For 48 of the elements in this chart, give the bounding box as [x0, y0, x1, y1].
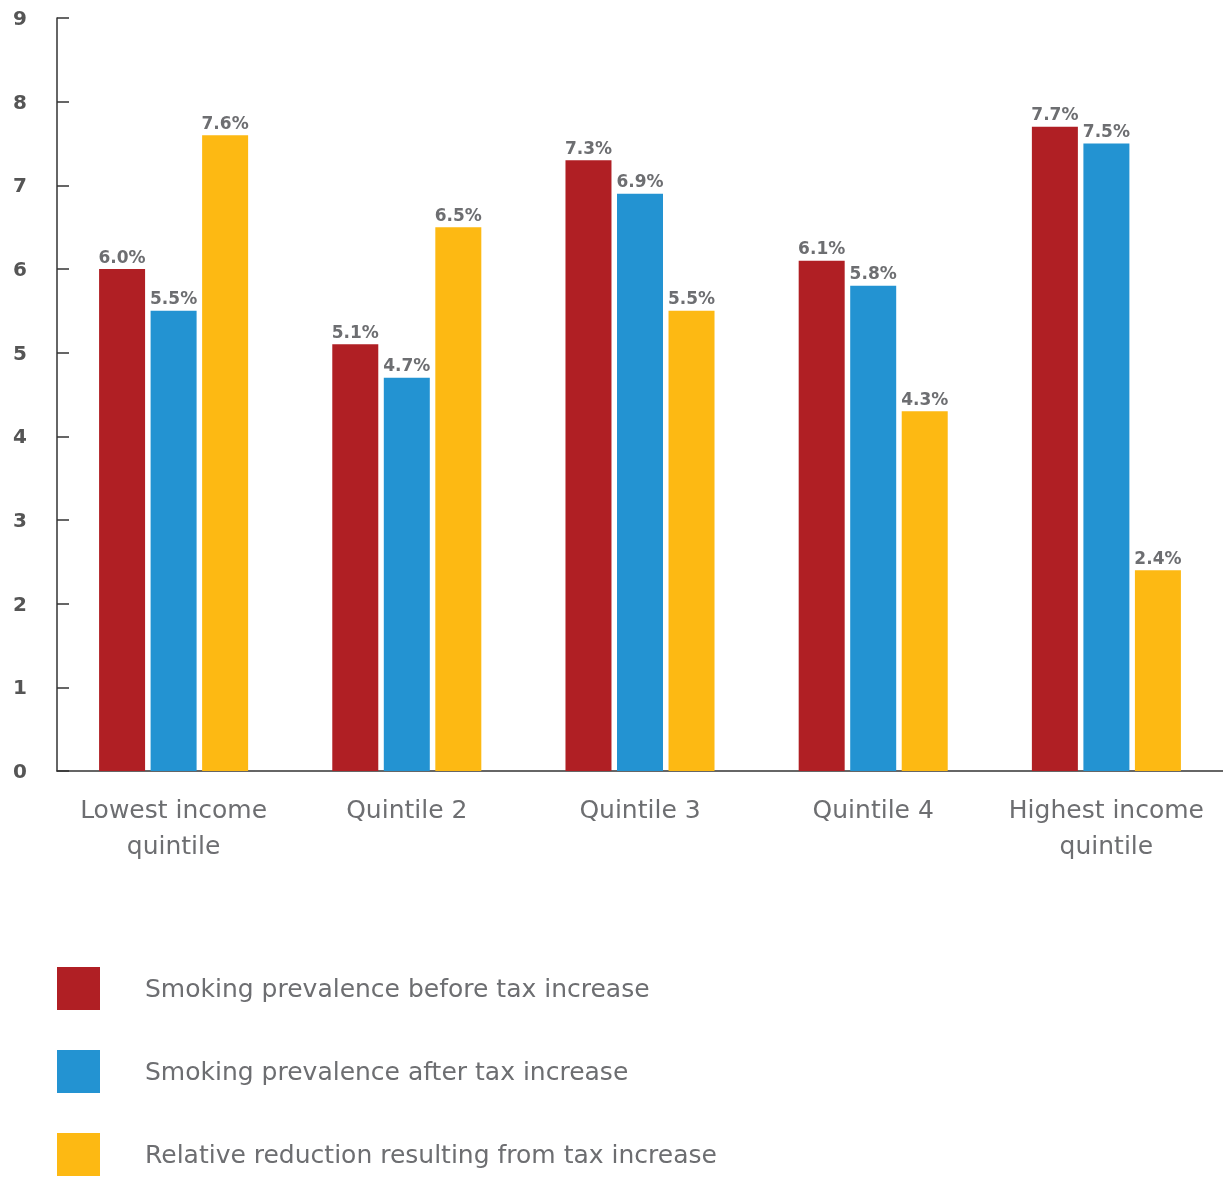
- data-label: 6.5%: [434, 204, 482, 225]
- x-tick-label: Highest income quintile: [1008, 794, 1204, 860]
- bar: [150, 310, 197, 771]
- legend-label: Smoking prevalence before tax increase: [145, 974, 650, 1003]
- y-tick-label: 2: [13, 591, 27, 616]
- legend-label: Relative reduction resulting from tax increase: [145, 1140, 717, 1169]
- legend-label: Smoking prevalence after tax increase: [145, 1057, 629, 1086]
- data-label: 2.4%: [1134, 547, 1182, 568]
- y-tick-label: 6: [13, 257, 27, 281]
- y-tick-label: 0: [13, 759, 27, 783]
- x-tick-label: Quintile 4: [812, 794, 934, 824]
- y-tick-label: 7: [13, 173, 27, 198]
- x-tick-label: Quintile 3: [579, 794, 701, 824]
- bar: [798, 260, 845, 771]
- bar: [617, 193, 663, 771]
- data-label: 5.5%: [150, 288, 198, 309]
- bar: [383, 377, 430, 771]
- bar: [202, 135, 249, 771]
- x-tick-label: Quintile 2: [346, 794, 468, 824]
- bar: [332, 344, 379, 771]
- bar: [668, 310, 715, 771]
- bar: [1134, 570, 1181, 771]
- data-label: 5.5%: [667, 288, 716, 309]
- y-tick-label: 9: [13, 6, 27, 30]
- bar: [901, 411, 948, 771]
- y-tick-label: 3: [13, 508, 27, 532]
- data-label: 7.3%: [564, 137, 613, 158]
- bar: [435, 227, 482, 771]
- data-label: 4.3%: [901, 388, 949, 409]
- data-label: 5.1%: [331, 321, 379, 342]
- data-label: 5.8%: [849, 263, 897, 284]
- y-tick-label: 1: [13, 675, 27, 700]
- bar: [99, 269, 146, 771]
- data-label: 7.7%: [1031, 104, 1079, 125]
- data-label: 7.6%: [201, 112, 249, 133]
- data-label: 4.7%: [383, 355, 431, 376]
- bar: [1083, 143, 1130, 771]
- data-label: 6.1%: [798, 238, 846, 259]
- data-label: 6.0%: [98, 246, 146, 267]
- x-tick-label: Lowest income quintile: [80, 794, 268, 860]
- bar: [850, 285, 897, 771]
- bar: [1031, 126, 1078, 771]
- y-tick-label: 8: [13, 89, 27, 114]
- data-label: 6.9%: [616, 171, 664, 192]
- bar: [565, 160, 612, 771]
- y-tick-label: 4: [13, 424, 27, 449]
- data-label: 7.5%: [1082, 121, 1130, 141]
- y-tick-label: 5: [13, 340, 27, 365]
